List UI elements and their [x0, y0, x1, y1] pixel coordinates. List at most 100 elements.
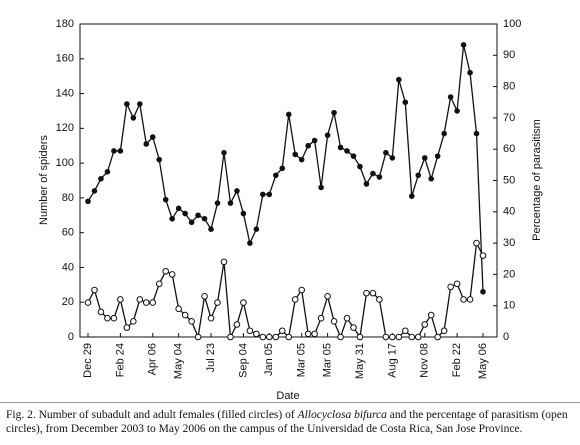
filled-marker [415, 172, 422, 179]
open-marker [330, 318, 338, 325]
open-marker [194, 333, 202, 341]
open-marker [227, 333, 234, 341]
open-marker [175, 305, 182, 313]
open-marker [343, 314, 351, 322]
open-marker [181, 311, 189, 319]
y2-tick-label: 20 [503, 268, 515, 280]
open-marker [207, 314, 215, 322]
open-marker [460, 296, 467, 303]
separator [0, 402, 580, 403]
open-marker [253, 330, 260, 338]
filled-marker [434, 153, 441, 159]
x-tick-label: Dec 29 [82, 343, 94, 378]
open-marker [434, 333, 441, 341]
open-marker [104, 314, 111, 322]
filled-marker [311, 137, 318, 144]
filled-marker [383, 149, 389, 156]
filled-marker [260, 191, 266, 198]
filled-marker [214, 200, 221, 206]
open-marker [453, 280, 461, 288]
y2-tick-label: 100 [503, 18, 521, 30]
filled-marker [91, 188, 98, 194]
open-marker [401, 327, 409, 335]
open-marker [233, 321, 241, 328]
open-marker [356, 333, 364, 341]
filled-marker [130, 115, 137, 121]
filled-marker [331, 109, 337, 116]
open-marker [414, 333, 422, 341]
open-marker [408, 333, 416, 341]
filled-marker [292, 151, 299, 158]
open-marker [240, 299, 247, 306]
caption-text: and the percentage of parasitism (open c… [6, 409, 568, 435]
x-tick-label: Nov 08 [419, 343, 431, 378]
open-marker [389, 333, 396, 341]
filled-marker [117, 148, 124, 154]
open-marker [337, 333, 344, 341]
filled-marker [208, 226, 214, 232]
filled-marker [143, 141, 150, 147]
open-marker [110, 314, 118, 322]
filled-marker [396, 76, 402, 83]
filled-marker [240, 210, 247, 217]
filled-marker [460, 42, 467, 48]
filled-marker [402, 99, 409, 106]
open-marker [130, 318, 137, 325]
open-marker [168, 271, 176, 278]
filled-marker [182, 210, 188, 217]
filled-marker [188, 219, 195, 226]
filled-marker [480, 288, 486, 295]
open-marker [201, 293, 208, 300]
open-marker [266, 333, 273, 341]
open-marker [395, 333, 403, 341]
x-tick-label: Apr 06 [147, 343, 159, 375]
open-marker [473, 239, 480, 247]
open-marker [291, 296, 299, 303]
filled-marker [376, 174, 383, 180]
open-marker [214, 299, 221, 306]
filled-marker [447, 94, 454, 100]
filled-marker [247, 240, 253, 246]
filled-marker [85, 198, 91, 205]
filled-marker [111, 148, 117, 154]
filled-marker [227, 200, 234, 206]
caption: Fig. 2. Number of subadult and adult fem… [6, 408, 574, 436]
caption-species: Allocyclosa bifurca [297, 409, 387, 421]
open-marker [117, 296, 124, 303]
y-tick-label: 40 [62, 261, 74, 273]
open-marker [142, 299, 150, 306]
open-marker [97, 308, 105, 316]
filled-marker [234, 188, 240, 194]
open-marker [220, 258, 228, 266]
filled-marker [454, 108, 460, 114]
open-marker [376, 296, 383, 303]
filled-marker [149, 134, 156, 140]
filled-marker [104, 169, 111, 175]
y2-tick-label: 70 [503, 112, 515, 124]
filled-marker [175, 205, 182, 212]
filled-marker [253, 226, 260, 232]
filled-marker [441, 130, 447, 137]
open-marker [84, 299, 92, 306]
y-tick-label: 100 [56, 157, 74, 169]
filled-marker [285, 111, 292, 118]
y-tick-label: 80 [62, 192, 74, 204]
open-marker [136, 296, 144, 303]
filled-marker [98, 175, 104, 182]
filled-marker [272, 172, 279, 179]
filled-marker [337, 144, 344, 151]
filled-marker [357, 163, 363, 170]
x-tick-label: Feb 22 [451, 343, 463, 377]
filled-marker [467, 69, 473, 76]
open-marker [123, 324, 131, 331]
filled-marker [221, 149, 227, 156]
x-tick-label: Jul 23 [205, 343, 217, 372]
open-marker [421, 321, 429, 328]
open-marker [466, 296, 474, 303]
filled-marker [195, 212, 201, 219]
open-marker [285, 333, 293, 341]
filled-marker [162, 196, 169, 203]
x-tick-label: Feb 24 [114, 343, 126, 377]
y2-tick-label: 0 [503, 331, 509, 343]
filled-marker [266, 191, 273, 198]
